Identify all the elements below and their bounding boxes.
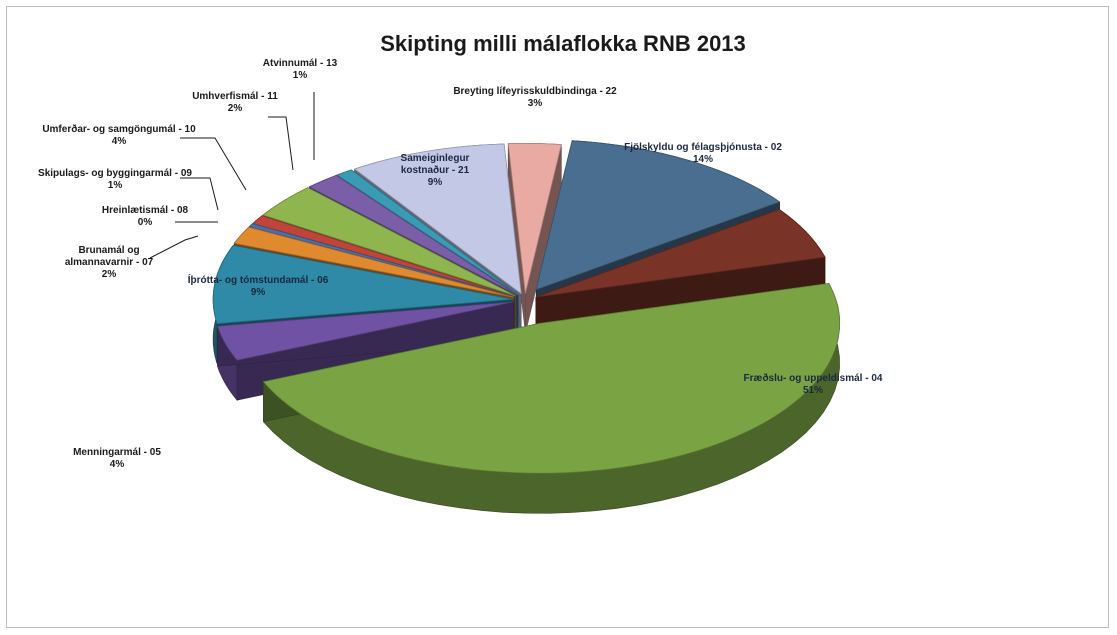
- slice-label-sameiginlegur-kostna-ur-21-11-1: kostnaður - 21: [401, 164, 470, 176]
- slice-label-fjolskyldu-og-felags-jonusta-02-0: Fjölskyldu og félagsþjónusta - 02: [624, 142, 782, 153]
- slice-pct-menningarmal-05-3: 4%: [110, 459, 125, 470]
- slice-fr-slu-og-uppeldismal-04-2: [262, 282, 841, 514]
- slice-label-sameiginlegur-kostna-ur-21-11: Sameiginlegur: [401, 153, 470, 164]
- leader-umhverfismal-11-9: [268, 116, 294, 171]
- slice-breyting-lifeyrisskuldbindinga-22-12: [507, 142, 562, 334]
- slice-label-i-rotta-og-tomstundamal-06-4: Íþrótta- og tómstundamál - 06: [188, 273, 329, 286]
- slice-pct-brunamal-og-almannavarnir-07-5: 2%: [102, 269, 117, 280]
- slice-pct-fr-slu-og-uppeldismal-04-2: 51%: [803, 385, 823, 396]
- leader-skipulags-og-byggingarmal-09-7: [180, 177, 219, 211]
- leader-brunamal-og-almannavarnir-07-5: [149, 235, 199, 259]
- slice-label-umhverfismal-11-9: Umhverfismál - 11: [192, 91, 278, 102]
- leader-umfer-ar-og-samgongumal-10-8: [180, 137, 247, 191]
- slice-pct-fjolskyldu-og-felags-jonusta-02-0: 14%: [693, 154, 713, 165]
- chart-title: Skipting milli málaflokka RNB 2013: [380, 31, 746, 56]
- slice-pct-breyting-lifeyrisskuldbindinga-22-12: 3%: [528, 98, 543, 109]
- slice-pct-sameiginlegur-kostna-ur-21-11: 9%: [428, 177, 443, 188]
- slice-pct-umfer-ar-og-samgongumal-10-8: 4%: [112, 136, 127, 147]
- slice-label-fr-slu-og-uppeldismal-04-2: Fræðslu- og uppeldismál - 04: [744, 372, 883, 384]
- slice-label-brunamal-og-almannavarnir-07-5: Brunamál og: [78, 245, 139, 256]
- slice-label-atvinnumal-13-10: Atvinnumál - 13: [263, 58, 338, 69]
- slice-label-hreinl-tismal-08-6: Hreinlætismál - 08: [102, 205, 189, 216]
- slice-pct-atvinnumal-13-10: 1%: [293, 70, 308, 81]
- pie-slices: [212, 140, 841, 514]
- slice-label-menningarmal-05-3: Menningarmál - 05: [73, 447, 161, 458]
- slice-label-brunamal-og-almannavarnir-07-5-1: almannavarnir - 07: [65, 257, 154, 268]
- slice-pct-umhverfismal-11-9: 2%: [228, 103, 243, 114]
- slice-pct-skipulags-og-byggingarmal-09-7: 1%: [108, 180, 123, 191]
- slice-pct-hreinl-tismal-08-6: 0%: [138, 217, 153, 228]
- slice-pct-i-rotta-og-tomstundamal-06-4: 9%: [251, 287, 266, 298]
- slice-label-skipulags-og-byggingarmal-09-7: Skipulags- og byggingarmál - 09: [38, 168, 192, 179]
- slice-label-breyting-lifeyrisskuldbindinga-22-12: Breyting lífeyrisskuldbindinga - 22: [453, 86, 617, 97]
- slice-label-umfer-ar-og-samgongumal-10-8: Umferðar- og samgöngumál - 10: [42, 123, 196, 135]
- leader-lines: [149, 92, 315, 259]
- slice-slice-1: [535, 208, 826, 338]
